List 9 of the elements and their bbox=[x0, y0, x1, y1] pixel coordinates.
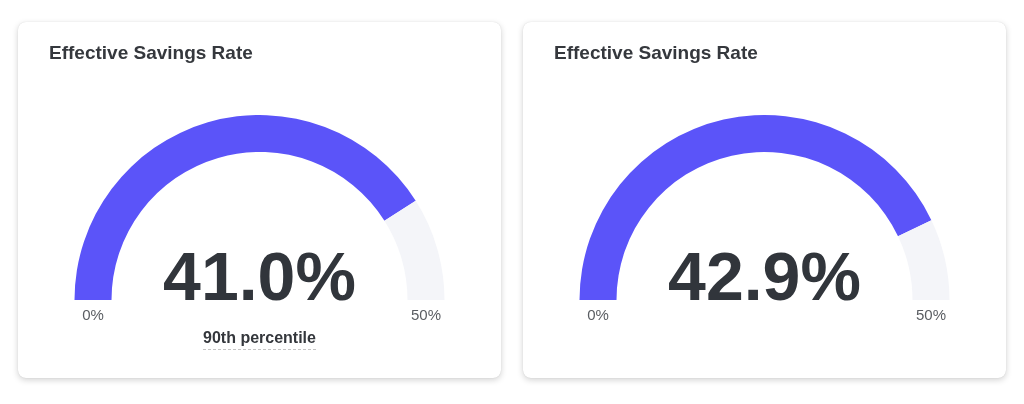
chart-title: Effective Savings Rate bbox=[554, 42, 758, 64]
text: 41.0% bbox=[163, 238, 356, 314]
text: 50% bbox=[410, 306, 442, 324]
text: 50% bbox=[915, 306, 947, 324]
text: 42.9% bbox=[668, 238, 861, 314]
text: 0% bbox=[587, 306, 609, 324]
text: 0% bbox=[82, 306, 104, 324]
text: 90th percentile bbox=[203, 329, 316, 350]
chart-title: Effective Savings Rate bbox=[49, 42, 253, 64]
